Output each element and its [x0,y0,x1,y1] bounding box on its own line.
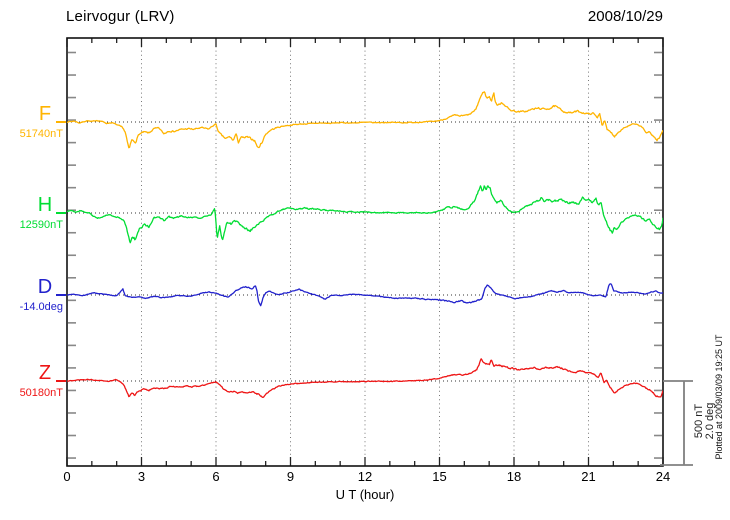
curve-D [67,283,663,307]
channel-letter-D: D [37,276,53,298]
channel-value-F: 51740nT [19,128,63,140]
x-tick-label-12: 12 [357,469,373,484]
channel-letter-Z: Z [38,362,52,384]
x-tick-label-21: 21 [581,469,596,484]
channel-value-H: 12590nT [19,219,63,231]
x-tick-label-3: 3 [137,469,146,484]
curve-Z [67,358,663,399]
x-tick-label-6: 6 [212,469,220,484]
date-label: 2008/10/29 [587,8,663,25]
x-tick-label-18: 18 [506,469,522,484]
channel-value-D: -14.0deg [19,301,63,313]
plotted-at-note: Plotted at 2009/03/09 19:25 UT [714,334,724,460]
curve-F [67,91,663,149]
x-tick-label-9: 9 [286,469,295,484]
curve-H [67,185,663,244]
page-title: Leirvogur (LRV) [66,8,175,25]
x-axis-label: U T (hour) [335,487,395,502]
plot-frame [66,37,664,467]
channel-value-Z: 50180nT [19,387,63,399]
x-tick-label-0: 0 [63,469,71,484]
channel-letter-H: H [37,194,53,216]
channel-letter-F: F [38,103,52,125]
x-tick-label-15: 15 [432,469,447,484]
x-tick-label-24: 24 [655,469,671,484]
